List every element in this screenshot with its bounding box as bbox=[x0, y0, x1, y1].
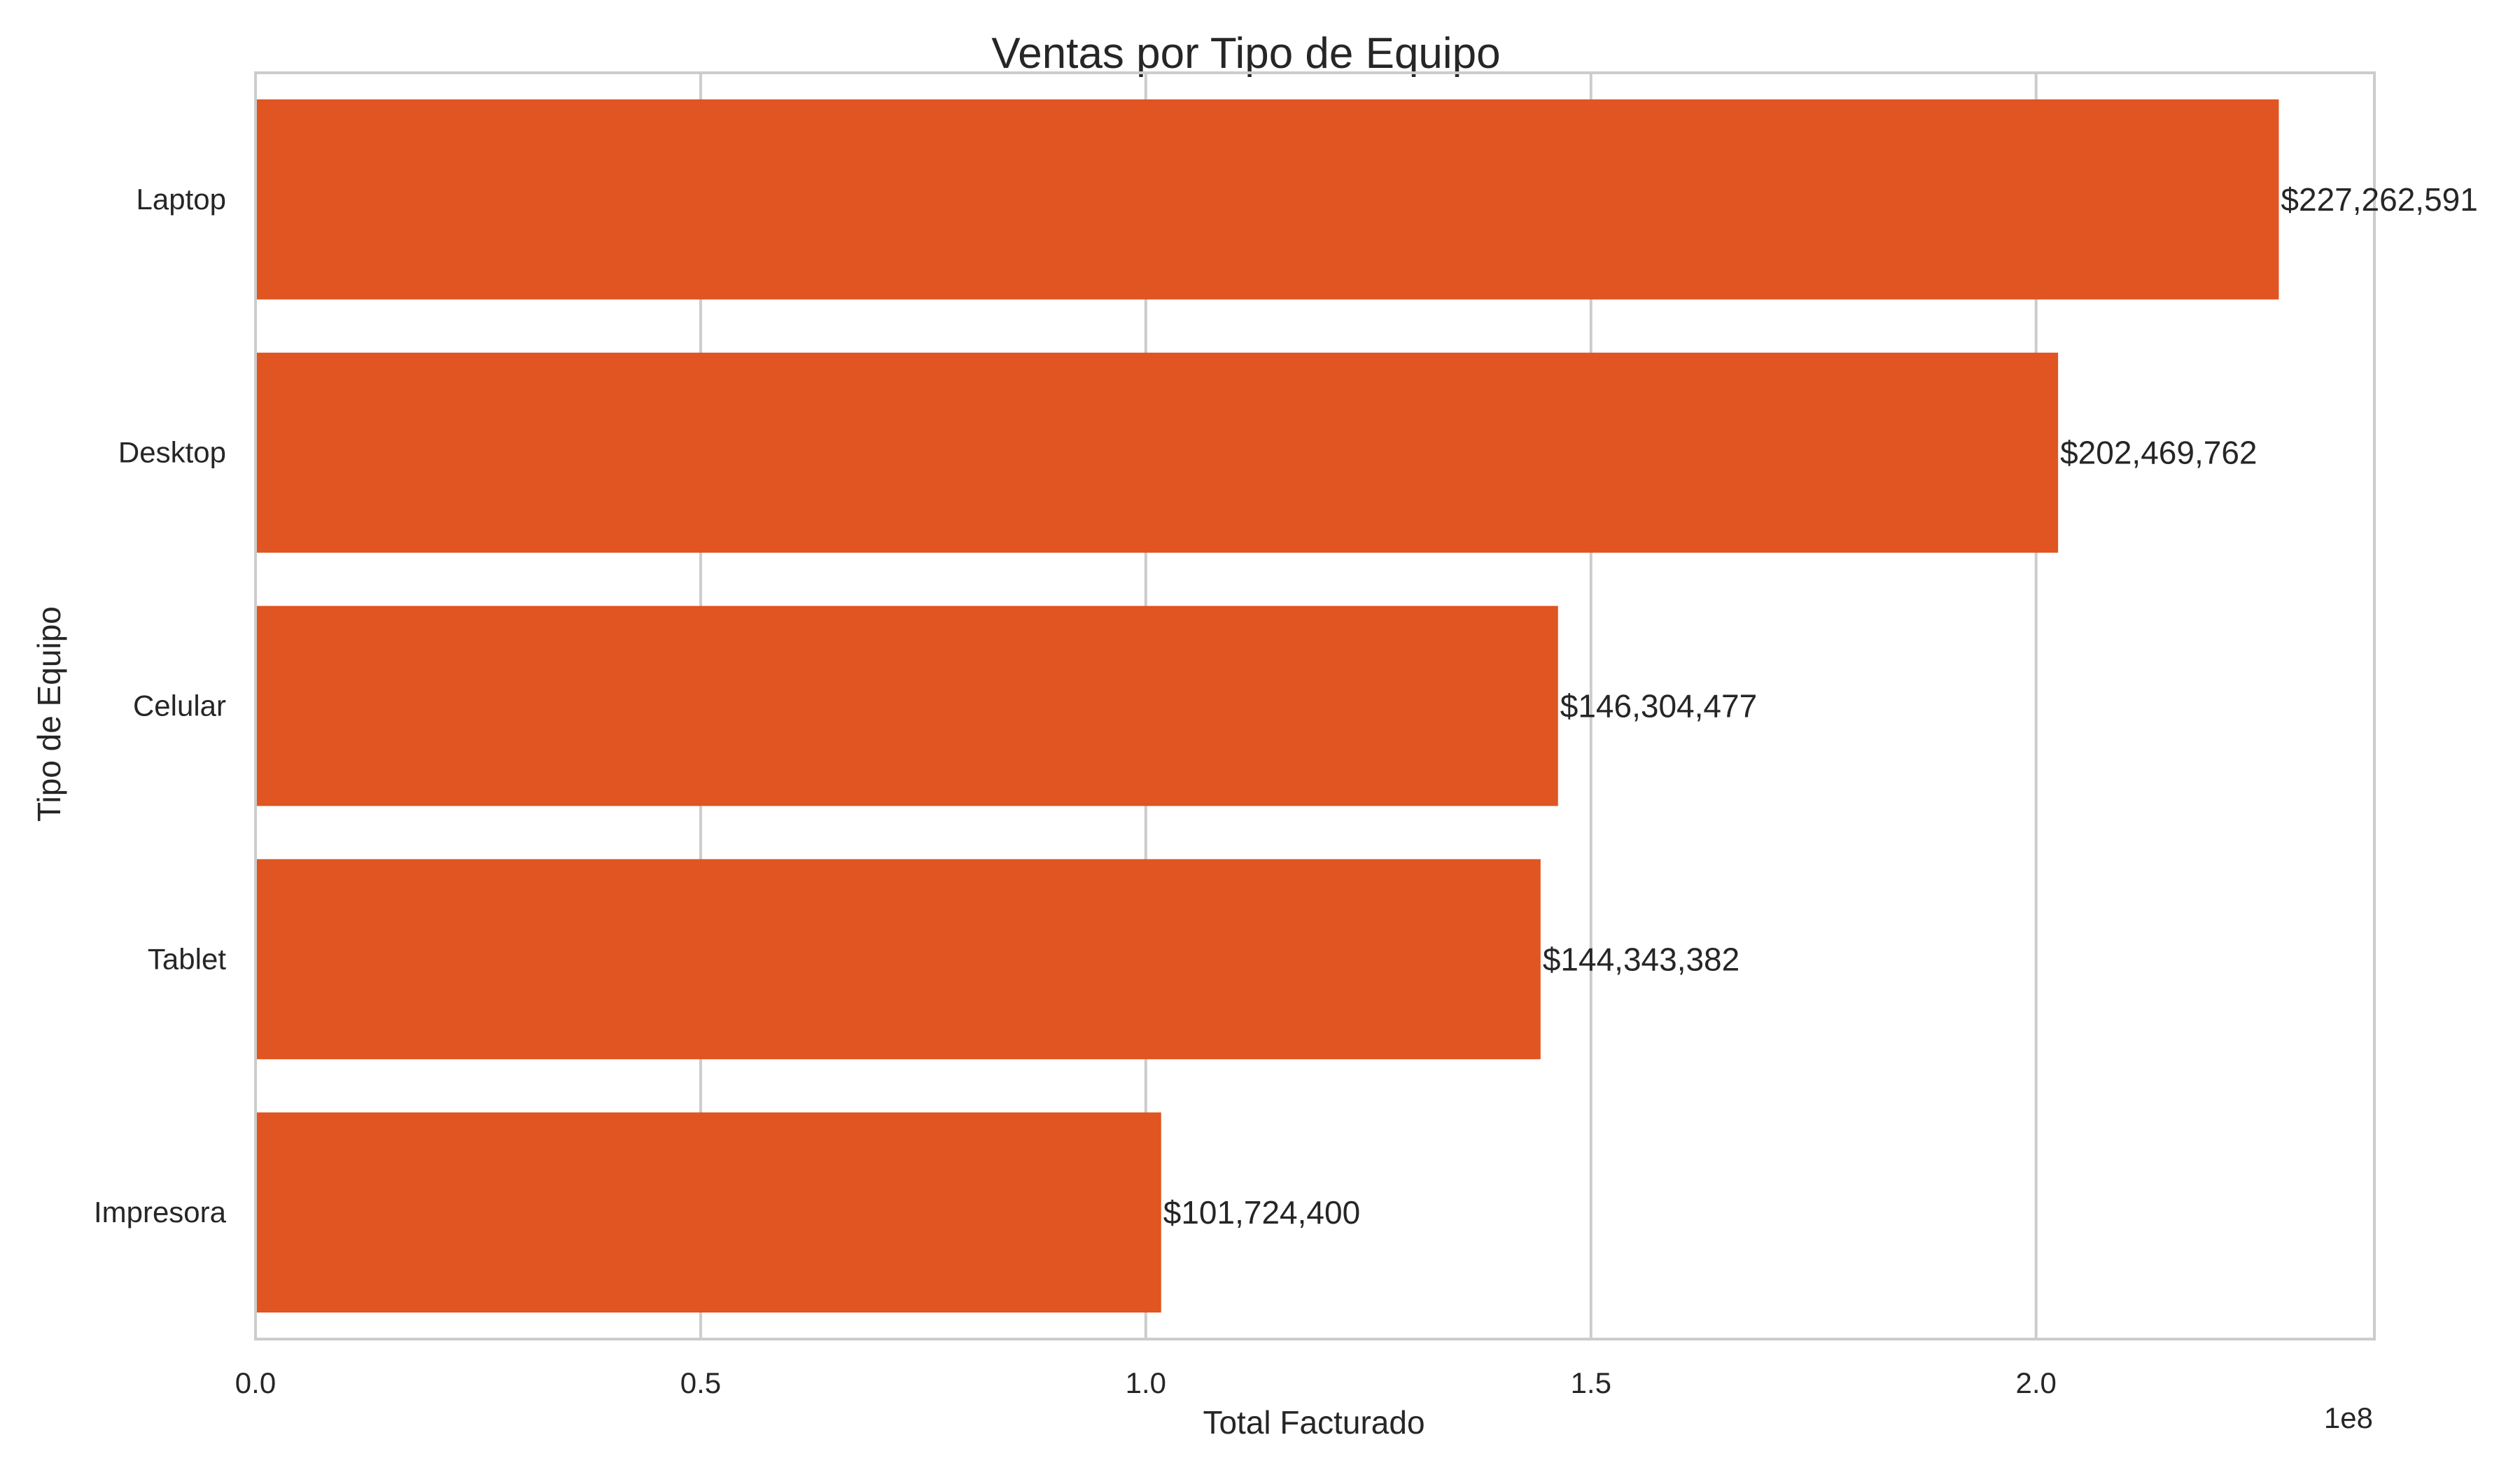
x-tick-label: 1.0 bbox=[1126, 1366, 1166, 1399]
data-label: $144,343,382 bbox=[1543, 941, 1740, 977]
x-tick-label: 0.5 bbox=[680, 1366, 721, 1399]
y-tick-label: Impresora bbox=[94, 1196, 227, 1228]
bar-laptop bbox=[255, 99, 2279, 300]
x-tick-label: 2.0 bbox=[2016, 1366, 2057, 1399]
y-axis-label: Tipo de Equipo bbox=[31, 606, 67, 822]
y-tick-label: Celular bbox=[133, 690, 226, 722]
bar-tablet bbox=[255, 859, 1541, 1060]
plot-frame bbox=[254, 71, 2376, 1340]
data-label: $146,304,477 bbox=[1560, 688, 1757, 724]
data-label: $202,469,762 bbox=[2060, 435, 2257, 471]
y-tick-label: Desktop bbox=[118, 436, 226, 469]
data-label: $227,262,591 bbox=[2281, 181, 2477, 218]
chart-title: Ventas por Tipo de Equipo bbox=[991, 29, 1500, 78]
x-axis-label: Total Facturado bbox=[1203, 1404, 1424, 1441]
y-axis-ticks: Laptop Desktop Celular Tablet Impresora bbox=[94, 183, 227, 1228]
bars bbox=[255, 99, 2279, 1313]
x-axis-ticks: 0.0 0.5 1.0 1.5 2.0 bbox=[235, 1366, 2057, 1399]
y-tick-label: Laptop bbox=[136, 183, 226, 216]
bar-impresora bbox=[255, 1112, 1161, 1313]
bar-desktop bbox=[255, 352, 2059, 553]
x-tick-label: 1.5 bbox=[1571, 1366, 1611, 1399]
x-tick-label: 0.0 bbox=[235, 1366, 276, 1399]
y-tick-label: Tablet bbox=[148, 942, 226, 975]
data-label: $101,724,400 bbox=[1163, 1194, 1360, 1231]
bar-celular bbox=[255, 606, 1558, 806]
x-axis-offset-label: 1e8 bbox=[2324, 1401, 2373, 1434]
data-labels: $227,262,591 $202,469,762 $146,304,477 $144… bbox=[1163, 181, 2478, 1231]
